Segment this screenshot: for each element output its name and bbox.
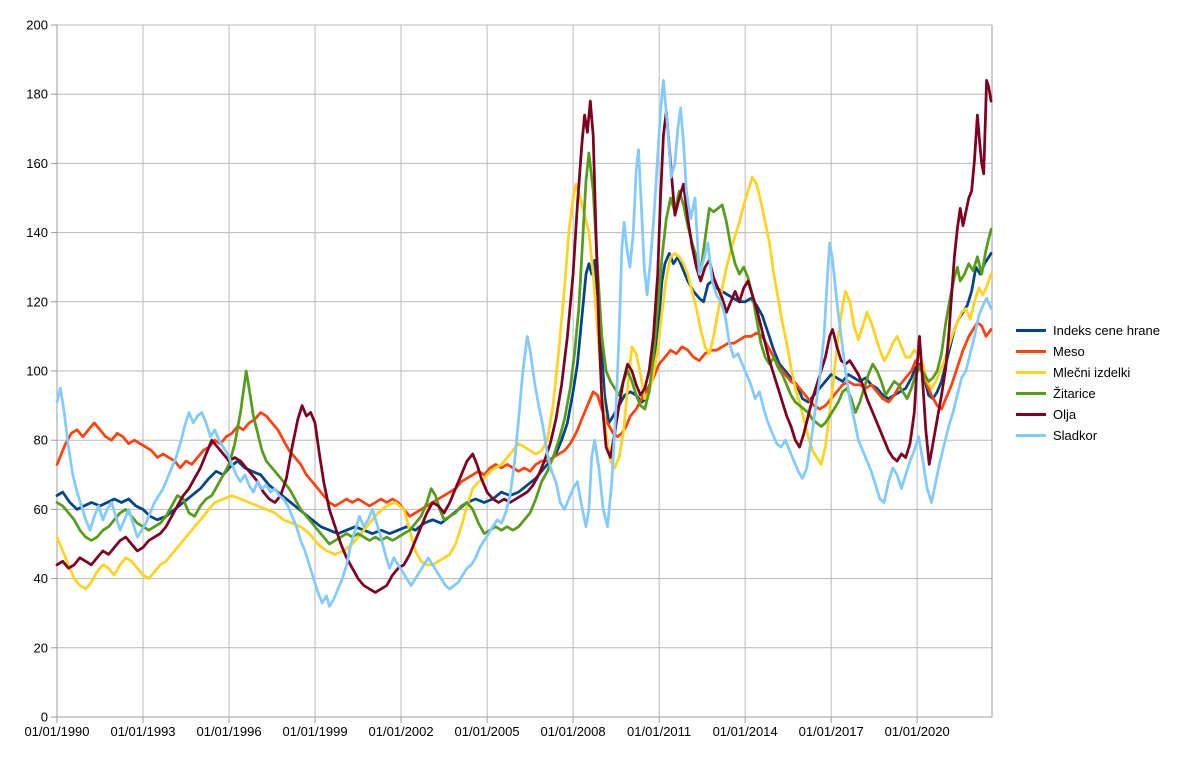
- legend-item-meso: Meso: [1016, 341, 1160, 362]
- y-axis-tick-label: 160: [26, 156, 48, 171]
- y-axis-tick-label: 180: [26, 87, 48, 102]
- x-axis-tick-label: 01/01/1990: [24, 724, 89, 739]
- legend-label: Sladkor: [1053, 428, 1098, 443]
- legend-label: Mlečni izdelki: [1053, 365, 1131, 380]
- legend-item-indeks-cene-hrane: Indeks cene hrane: [1016, 320, 1160, 341]
- legend-label: Meso: [1053, 344, 1085, 359]
- y-axis-tick-label: 20: [34, 640, 48, 655]
- y-axis-tick-label: 0: [41, 710, 48, 725]
- legend-line-swatch: [1016, 434, 1046, 437]
- legend-item-sladkor: Sladkor: [1016, 425, 1160, 446]
- series-line-sladkor: [55, 79, 993, 608]
- legend-item-mle-ni-izdelki: Mlečni izdelki: [1016, 362, 1160, 383]
- legend-label: Žitarice: [1053, 386, 1096, 401]
- x-axis-tick-label: 01/01/2005: [455, 724, 520, 739]
- legend-line-swatch: [1016, 392, 1046, 395]
- x-axis-tick-label: 01/01/1999: [283, 724, 348, 739]
- y-axis-tick-label: 140: [26, 225, 48, 240]
- y-axis-tick-label: 80: [34, 433, 48, 448]
- legend-label: Indeks cene hrane: [1053, 323, 1160, 338]
- series-line-indeks-cene-hrane: [55, 252, 993, 535]
- y-axis-tick-label: 60: [34, 502, 48, 517]
- chart-legend: Indeks cene hrane Meso Mlečni izdelki Žitar…: [1016, 320, 1160, 446]
- x-axis-tick-label: 01/01/2002: [369, 724, 434, 739]
- x-axis-tick-label: 01/01/2011: [627, 724, 691, 739]
- series-line--itarice: [55, 151, 993, 546]
- x-axis-tick-label: 01/01/2014: [713, 724, 778, 739]
- legend-line-swatch: [1016, 413, 1046, 416]
- legend-line-swatch: [1016, 371, 1046, 374]
- series-line-mle-ni-izdelki: [55, 175, 993, 591]
- y-axis-tick-label: 100: [26, 364, 48, 379]
- legend-line-swatch: [1016, 329, 1046, 332]
- legend-item-olja: Olja: [1016, 404, 1160, 425]
- y-axis-tick-label: 200: [26, 18, 48, 33]
- x-axis-tick-label: 01/01/1996: [196, 724, 261, 739]
- legend-label: Olja: [1053, 407, 1077, 422]
- y-axis-tick-label: 40: [34, 571, 48, 586]
- x-axis-tick-label: 01/01/2017: [799, 724, 864, 739]
- x-axis-tick-label: 01/01/1993: [110, 724, 175, 739]
- legend-item--itarice: Žitarice: [1016, 383, 1160, 404]
- x-axis-tick-label: 01/01/2020: [885, 724, 950, 739]
- x-axis-tick-label: 01/01/2008: [541, 724, 606, 739]
- y-axis-tick-label: 120: [26, 294, 48, 309]
- legend-line-swatch: [1016, 350, 1046, 353]
- series-line-olja: [55, 79, 993, 594]
